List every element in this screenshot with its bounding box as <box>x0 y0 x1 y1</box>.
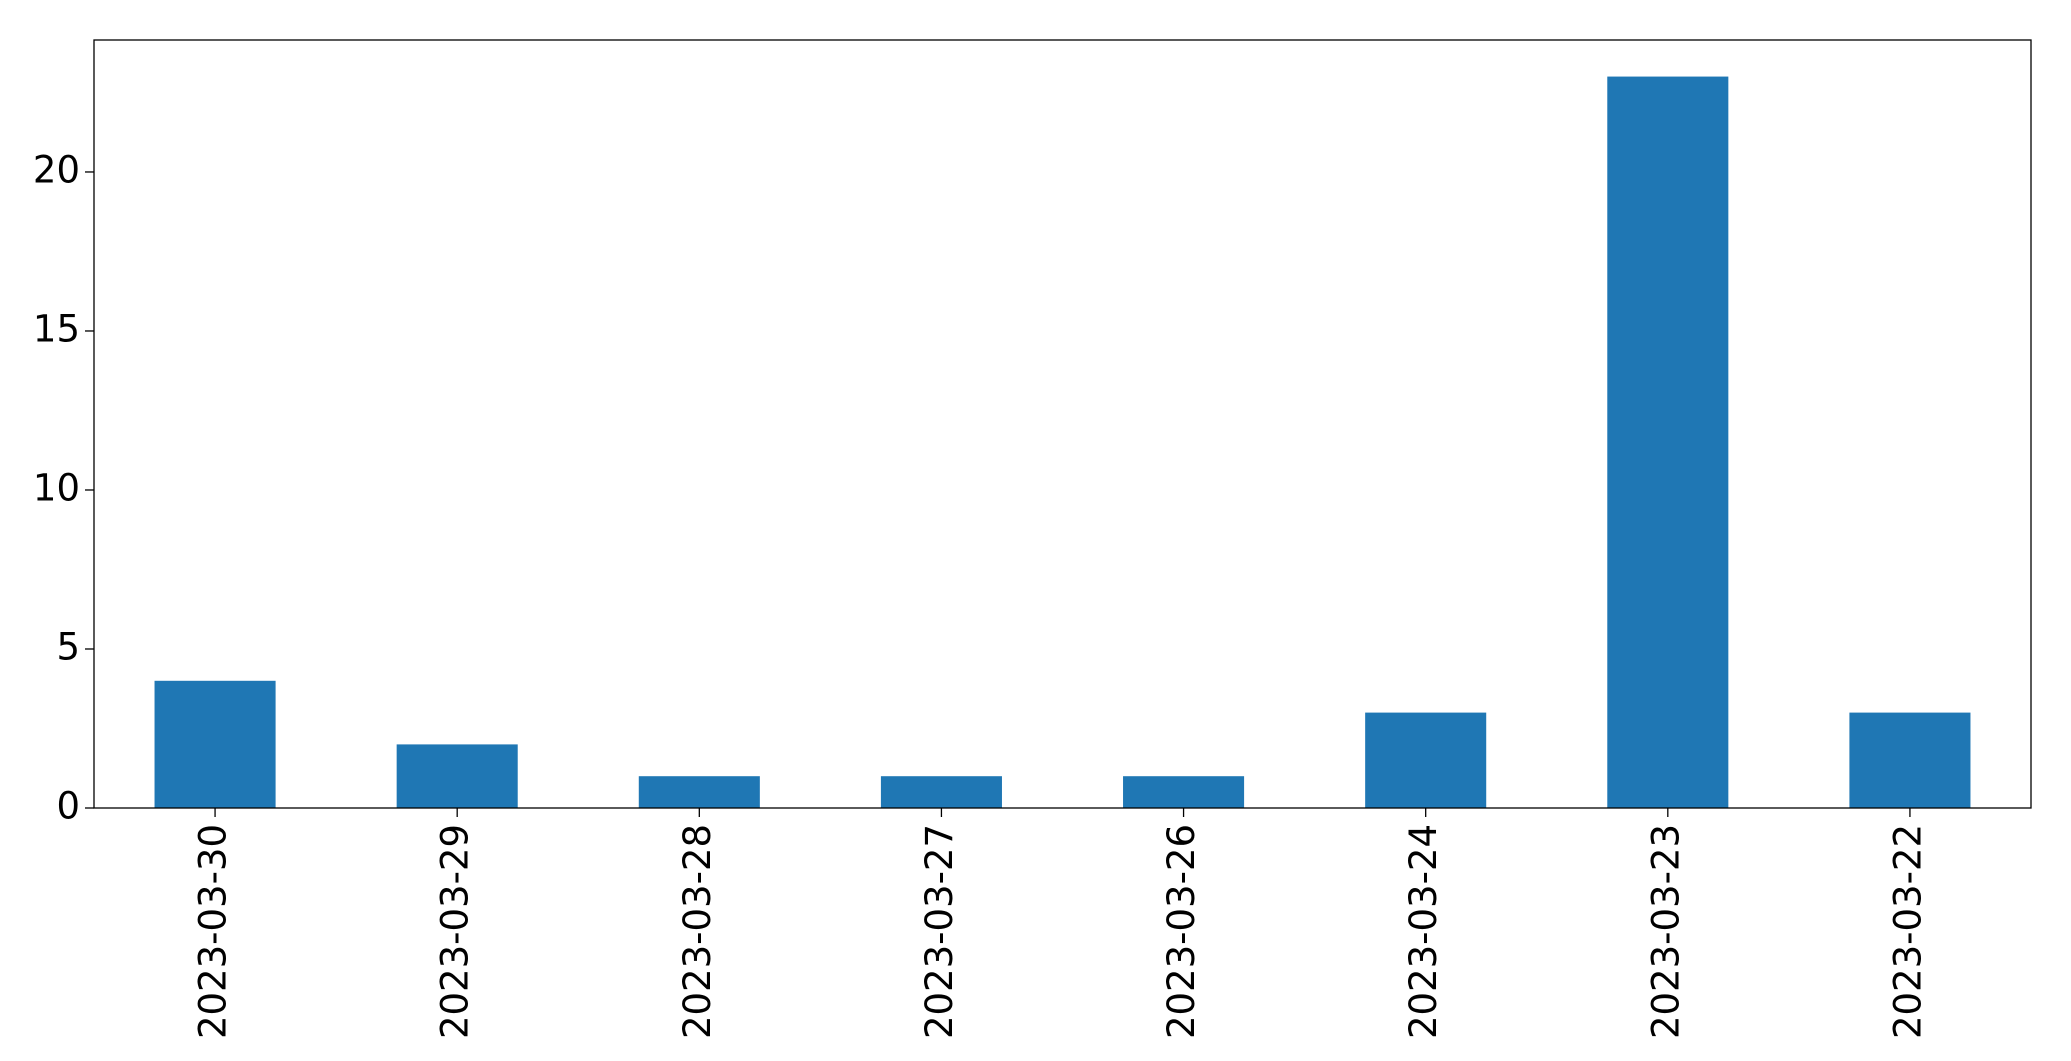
x-tick-label: 2023-03-26 <box>1160 824 1203 1039</box>
x-tick-label: 2023-03-23 <box>1644 824 1687 1039</box>
bar <box>1849 712 1971 808</box>
y-tick-label: 5 <box>56 625 80 668</box>
x-tick-label: 2023-03-30 <box>192 824 235 1039</box>
x-tick-label: 2023-03-24 <box>1402 824 1445 1039</box>
x-tick-label: 2023-03-29 <box>434 824 477 1039</box>
y-tick-label: 10 <box>33 466 80 509</box>
bar <box>1607 76 1729 809</box>
plot-frame <box>93 39 2032 809</box>
x-tick-label: 2023-03-22 <box>1886 824 1929 1039</box>
bar <box>1365 712 1487 808</box>
x-tick-label: 2023-03-27 <box>918 824 961 1039</box>
y-tick-label: 0 <box>56 785 80 828</box>
bar <box>880 776 1002 808</box>
bar <box>154 680 276 808</box>
bar <box>638 776 760 808</box>
x-tick-label: 2023-03-28 <box>676 824 719 1039</box>
y-tick-label: 15 <box>33 307 80 350</box>
bar <box>1123 776 1245 808</box>
bar <box>396 744 518 808</box>
y-tick-label: 20 <box>33 148 80 191</box>
